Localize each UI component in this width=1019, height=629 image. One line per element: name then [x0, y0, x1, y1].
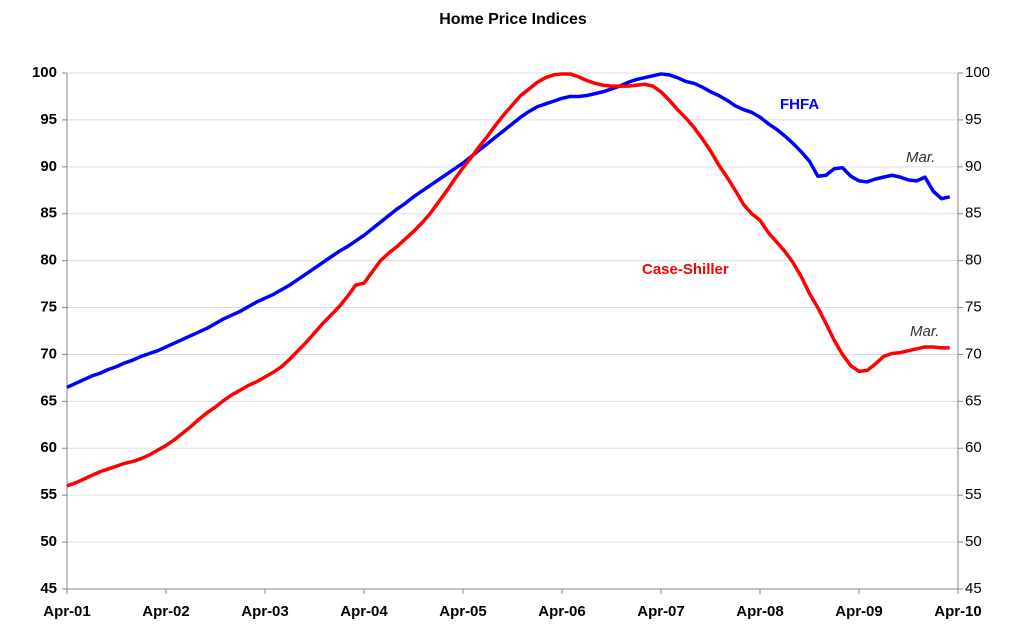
y-tick-label: 55 [40, 486, 57, 503]
y2-tick-label: 95 [965, 111, 982, 128]
series-line [66, 72, 950, 488]
annotation: Mar. [906, 149, 935, 166]
y-tick-label: 45 [40, 580, 57, 597]
x-tick-label: Apr-02 [142, 603, 190, 620]
x-tick-label: Apr-01 [43, 603, 91, 620]
y2-tick-label: 55 [965, 486, 982, 503]
y-tick-label: 70 [40, 345, 57, 362]
y2-tick-label: 75 [965, 299, 982, 316]
y2-tick-label: 85 [965, 205, 982, 222]
y-tick-label: 65 [40, 392, 57, 409]
y2-tick-label: 80 [965, 252, 982, 269]
series-line [66, 72, 951, 389]
x-tick-label: Apr-06 [538, 603, 586, 620]
y-tick-label: 75 [40, 299, 57, 316]
x-tick-label: Apr-07 [637, 603, 685, 620]
y-tick-label: 80 [40, 252, 57, 269]
x-tick-label: Apr-04 [340, 603, 388, 620]
x-tick-label: Apr-09 [835, 603, 883, 620]
y-tick-label: 50 [40, 533, 57, 550]
x-tick-label: Apr-05 [439, 603, 487, 620]
y-tick-label: 85 [40, 205, 57, 222]
y-tick-label: 90 [40, 158, 57, 175]
y-tick-label: 95 [40, 111, 57, 128]
series-label: Case-Shiller [642, 261, 729, 278]
x-tick-label: Apr-03 [241, 603, 289, 620]
x-tick-label: Apr-10 [934, 603, 982, 620]
y2-tick-label: 90 [965, 158, 982, 175]
y2-tick-label: 50 [965, 533, 982, 550]
y-tick-label: 100 [32, 64, 57, 81]
y2-tick-label: 45 [965, 580, 982, 597]
y2-tick-label: 60 [965, 439, 982, 456]
y2-tick-label: 70 [965, 345, 982, 362]
y2-tick-label: 65 [965, 392, 982, 409]
annotation: Mar. [910, 323, 939, 340]
y2-tick-label: 100 [965, 64, 990, 81]
y-tick-label: 60 [40, 439, 57, 456]
series-label: FHFA [780, 96, 819, 113]
chart-title: Home Price Indices [439, 11, 587, 28]
x-tick-label: Apr-08 [736, 603, 784, 620]
